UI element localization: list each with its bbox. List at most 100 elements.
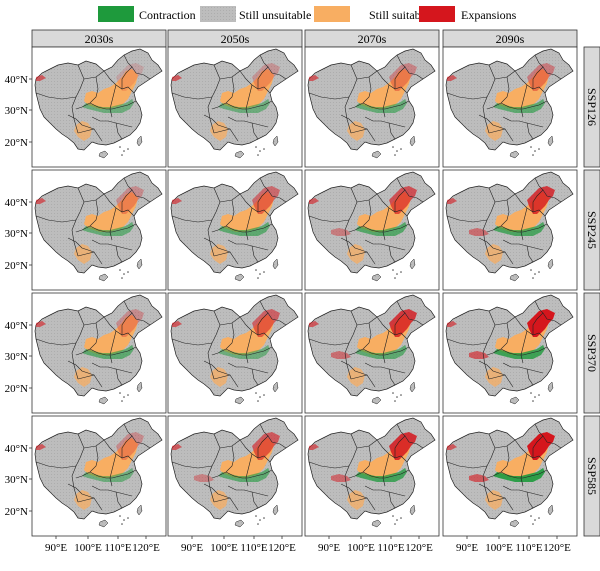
province-border	[35, 461, 77, 469]
region-expansion-northwest	[309, 444, 319, 450]
column-strip-2090s: 2090s	[442, 29, 578, 48]
province-border	[486, 322, 510, 356]
south-sea-island	[400, 394, 402, 396]
south-sea-island	[255, 515, 257, 517]
y-tick-label: 40°N	[5, 443, 28, 455]
x-axis: 90°E 100°E 110°E 120°E 90°E 100°E 110°E 120°E 90…	[45, 536, 571, 554]
x-tick-label: 90°E	[456, 542, 478, 554]
province-border	[526, 122, 534, 140]
region-expansion-west	[331, 228, 351, 236]
legend-label: Still unsuitable	[239, 8, 311, 22]
province-border	[239, 193, 271, 217]
region-expansion-northwest	[309, 75, 319, 81]
province-border	[382, 453, 390, 487]
island-hainan	[509, 396, 520, 405]
province-border	[542, 189, 562, 203]
province-border	[364, 116, 406, 128]
region-contraction	[82, 99, 134, 113]
province-border	[251, 368, 259, 386]
region-still-suitable-southwest	[347, 244, 365, 264]
province-border	[171, 215, 213, 223]
province-border	[203, 360, 231, 376]
south-sea-island	[119, 146, 121, 148]
province-border	[121, 300, 133, 335]
province-border	[526, 245, 534, 263]
province-border	[500, 223, 548, 233]
province-border	[348, 199, 372, 233]
region-still-suitable-southwest	[347, 490, 365, 510]
south-sea-island	[396, 150, 398, 152]
region-contraction	[218, 222, 270, 236]
map-panel-SSP245-2070s	[304, 169, 440, 291]
south-sea-island	[534, 519, 536, 521]
x-tick-label: 90°E	[45, 542, 67, 554]
region-expansion-northwest	[172, 75, 182, 81]
province-border	[348, 445, 372, 479]
region-expansion-northwest	[447, 444, 457, 450]
y-tick-label: 30°N	[5, 105, 28, 117]
region-still-suitable-southwest	[210, 121, 228, 141]
south-sea-island	[530, 515, 532, 517]
x-tick-label: 100°E	[210, 542, 238, 554]
province-border	[227, 239, 269, 251]
province-border	[91, 362, 133, 374]
region-contraction	[82, 345, 134, 359]
region-expansion	[252, 186, 280, 214]
region-still-suitable	[495, 69, 549, 109]
province-border	[364, 239, 406, 251]
map-panel-SSP126-2070s	[304, 46, 440, 168]
province-border	[83, 439, 105, 449]
province-border	[404, 435, 424, 449]
region-expansion-northwest	[447, 75, 457, 81]
province-border	[225, 469, 273, 479]
china-map	[445, 294, 574, 405]
province-border	[532, 54, 544, 89]
region-still-suitable	[84, 192, 138, 232]
region-expansion-northwest	[172, 444, 182, 450]
column-strip-2070s: 2070s	[304, 29, 440, 48]
map-panel-SSP585-2070s	[304, 415, 440, 537]
province-border	[446, 461, 488, 469]
region-still-suitable-southwest	[485, 367, 503, 387]
south-sea-island	[392, 392, 394, 394]
province-border	[348, 76, 372, 110]
province-border	[219, 316, 241, 326]
province-border	[514, 70, 546, 94]
map-panel-SSP245-2030s	[31, 169, 167, 291]
region-expansion-west	[331, 474, 351, 482]
legend-item-expansions: Expansions	[419, 6, 517, 22]
province-border	[502, 485, 544, 497]
region-contraction	[493, 345, 545, 359]
region-expansion	[389, 186, 417, 214]
region-expansion	[116, 309, 144, 337]
region-still-suitable-southwest	[74, 367, 92, 387]
legend-swatch	[419, 6, 455, 22]
province-border	[89, 469, 137, 479]
province-border	[388, 245, 396, 263]
province-border	[203, 114, 231, 130]
south-sea-island	[394, 523, 396, 525]
south-sea-island	[396, 396, 398, 398]
map-panel-SSP245-2090s	[442, 169, 578, 291]
region-still-suitable	[84, 315, 138, 355]
province-border	[257, 177, 269, 212]
province-border	[257, 423, 269, 458]
province-border	[394, 177, 406, 212]
south-sea-island	[127, 271, 129, 273]
legend-swatch	[98, 6, 134, 22]
province-border	[502, 362, 544, 374]
region-expansion	[527, 309, 555, 337]
region-expansion-northwest	[309, 321, 319, 327]
x-tick-label: 120°E	[132, 542, 160, 554]
south-sea-island	[394, 154, 396, 156]
row-label: SSP245	[585, 211, 599, 249]
region-still-suitable	[84, 69, 138, 109]
south-sea-island	[255, 269, 257, 271]
south-sea-island	[263, 517, 265, 519]
province-border	[446, 92, 488, 100]
region-expansion	[527, 186, 555, 214]
province-border	[362, 223, 410, 233]
region-expansion	[527, 63, 555, 91]
region-expansion	[116, 186, 144, 214]
column-label: 2050s	[221, 32, 250, 46]
